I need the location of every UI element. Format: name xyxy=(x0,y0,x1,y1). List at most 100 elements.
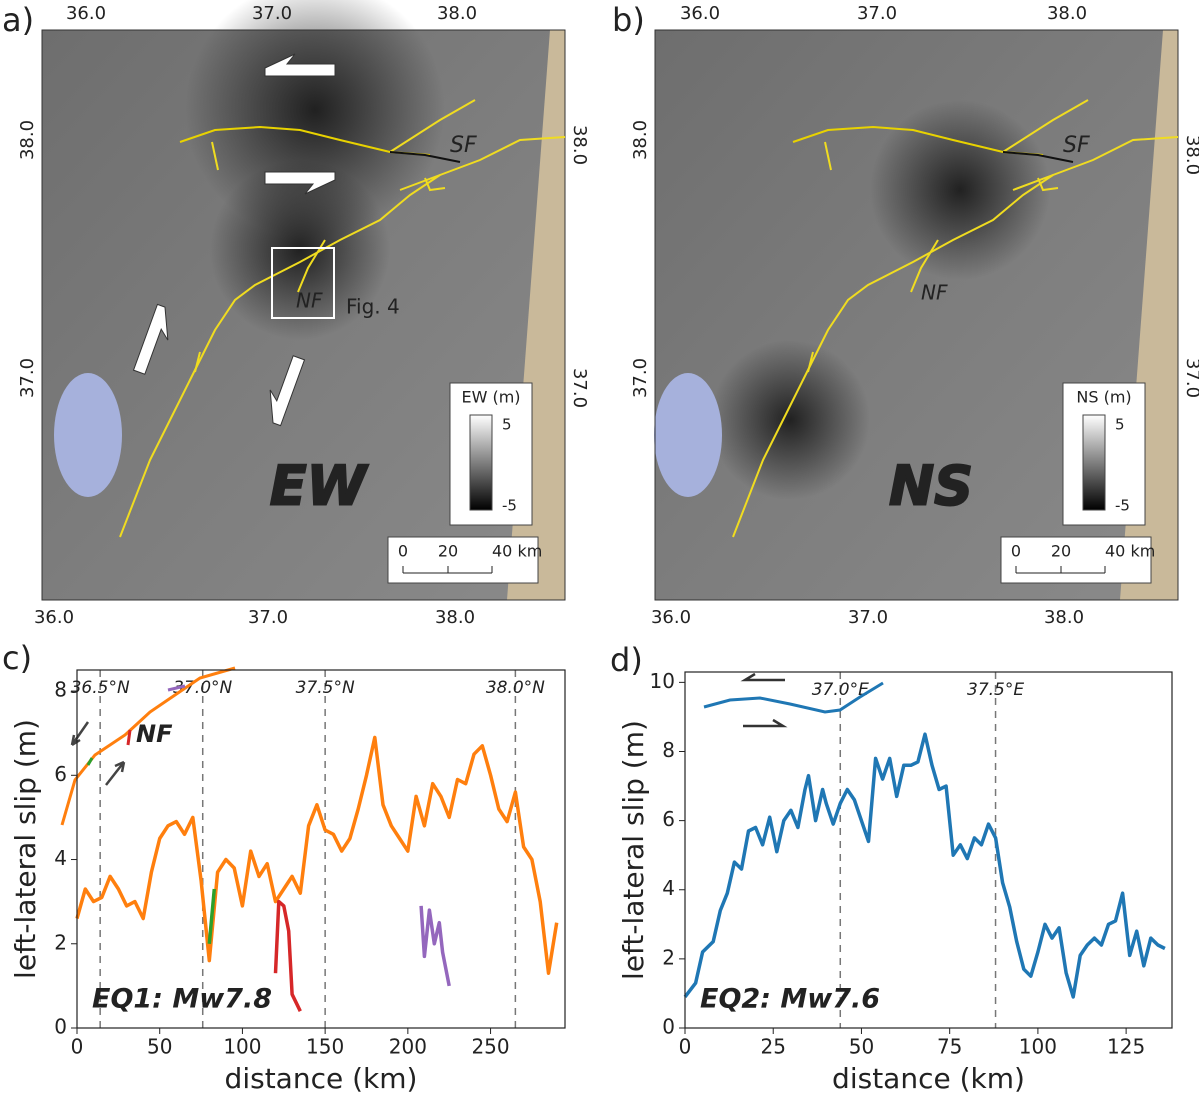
lake xyxy=(654,373,722,497)
slip-line xyxy=(273,899,302,1012)
scale-label: 0 xyxy=(1011,542,1021,561)
fault-trace xyxy=(119,174,441,538)
annotation: EQ2: Mw7.6 xyxy=(700,984,880,1015)
chart: c) 0 50 100 150 200 250 0 2 4 6 8 36.5°N 37.0°N 37.5°N… xyxy=(2,639,566,1095)
fault-trace xyxy=(211,141,219,171)
lat-tick-label: 38.0 xyxy=(630,120,651,160)
reference-label: 37.0°E xyxy=(812,680,869,700)
inset-trace xyxy=(126,729,132,746)
slip-line xyxy=(419,905,451,987)
y-tick-label: 4 xyxy=(662,876,675,900)
fault-label: NF xyxy=(921,281,948,305)
lat-tick-label: 38.0 xyxy=(569,125,590,165)
colorbar xyxy=(469,414,493,511)
panel-label: a) xyxy=(2,1,34,39)
lon-tick-label: 37.0 xyxy=(252,3,292,24)
lon-tick-label: 37.0 xyxy=(848,607,888,628)
motion-arrow xyxy=(264,171,336,195)
fault-trace xyxy=(910,239,939,293)
map-panel: b) 36.0 37.0 38.0 36.0 37.0 38.0 38.0 37.0 38.0 37… xyxy=(612,1,1199,628)
motion-arrow xyxy=(264,53,336,77)
fault-trace xyxy=(1002,99,1089,153)
colorbar-title: EW (m) xyxy=(461,388,520,407)
fault-trace xyxy=(297,239,326,293)
colorbar-tick: 5 xyxy=(502,416,512,434)
fault-trace xyxy=(424,177,446,192)
y-tick-label: 6 xyxy=(54,762,67,786)
fault-label: SF xyxy=(450,133,477,158)
y-axis-label: left-lateral slip (m) xyxy=(617,720,650,980)
y-tick-label: 6 xyxy=(662,807,675,831)
x-tick-label: 150 xyxy=(306,1035,344,1059)
fault-trace xyxy=(732,174,1054,538)
x-tick-label: 100 xyxy=(223,1035,261,1059)
panel-label: d) xyxy=(610,641,643,679)
lat-tick-label: 38.0 xyxy=(1182,135,1199,175)
scale-label: 20 xyxy=(1051,542,1071,561)
lake xyxy=(54,373,122,497)
map-frame xyxy=(41,29,566,601)
fault-trace xyxy=(194,351,201,373)
inset-trace xyxy=(703,681,884,714)
colorbar-tick: 5 xyxy=(1115,416,1125,434)
scale-label: 0 xyxy=(398,542,408,561)
motion-arrow xyxy=(269,355,306,427)
lon-tick-label: 38.0 xyxy=(1047,3,1087,24)
fault-segment xyxy=(389,151,461,163)
x-tick-label: 100 xyxy=(1019,1035,1057,1059)
y-tick-label: 0 xyxy=(662,1015,675,1039)
lon-tick-label: 36.0 xyxy=(651,607,691,628)
map-panel: a) 36.0 37.0 38.0 36.0 37.0 38.0 38.0 37.0 38.0 37… xyxy=(2,0,590,628)
y-tick-label: 8 xyxy=(662,738,675,762)
map-frame xyxy=(654,29,1179,601)
inset-trace xyxy=(86,757,94,766)
fault-label: SF xyxy=(1063,133,1090,158)
x-tick-label: 0 xyxy=(679,1035,692,1059)
map-shading xyxy=(710,340,870,500)
lon-tick-label: 38.0 xyxy=(1044,607,1084,628)
reference-label: 37.0°N xyxy=(173,678,232,698)
scale-box xyxy=(387,536,539,584)
lon-tick-label: 36.0 xyxy=(34,607,74,628)
scale-label: 40 km xyxy=(1105,542,1155,561)
lat-tick-label: 38.0 xyxy=(17,120,38,160)
fault-trace xyxy=(1037,177,1059,192)
fault-trace xyxy=(807,351,814,373)
panel-label: b) xyxy=(612,1,645,39)
annotation: NF xyxy=(136,720,173,748)
y-tick-label: 2 xyxy=(54,930,67,954)
y-tick-label: 10 xyxy=(650,669,675,693)
map-shading xyxy=(210,160,390,340)
figure-box xyxy=(271,247,335,319)
x-tick-label: 75 xyxy=(937,1035,962,1059)
component-label: NS xyxy=(889,455,973,518)
inset-arrow xyxy=(70,721,90,747)
lon-tick-label: 37.0 xyxy=(248,607,288,628)
box-label: Fig. 4 xyxy=(346,295,400,319)
inset-arrow xyxy=(105,760,126,786)
x-tick-label: 50 xyxy=(849,1035,874,1059)
x-axis-label: distance (km) xyxy=(832,1062,1025,1095)
plot-frame xyxy=(684,671,1173,1029)
lat-tick-label: 37.0 xyxy=(630,358,651,398)
colorbar-tick: -5 xyxy=(1115,497,1130,515)
x-tick-label: 125 xyxy=(1107,1035,1145,1059)
fault-trace xyxy=(824,141,832,171)
slip-line xyxy=(683,732,1166,999)
x-tick-label: 200 xyxy=(389,1035,427,1059)
scale-label: 20 xyxy=(438,542,458,561)
lon-tick-label: 36.0 xyxy=(66,3,106,24)
inset-trace xyxy=(167,684,186,692)
colorbar xyxy=(1082,414,1106,511)
annotation: EQ1: Mw7.8 xyxy=(92,984,272,1015)
map-shading xyxy=(870,100,1050,280)
lat-tick-label: 37.0 xyxy=(1182,358,1199,398)
fault-trace xyxy=(389,99,476,153)
x-tick-label: 50 xyxy=(147,1035,172,1059)
x-tick-label: 25 xyxy=(760,1035,785,1059)
lon-tick-label: 36.0 xyxy=(680,3,720,24)
plot-frame xyxy=(76,669,566,1029)
lon-tick-label: 38.0 xyxy=(437,3,477,24)
fault-label: NF xyxy=(296,289,323,313)
